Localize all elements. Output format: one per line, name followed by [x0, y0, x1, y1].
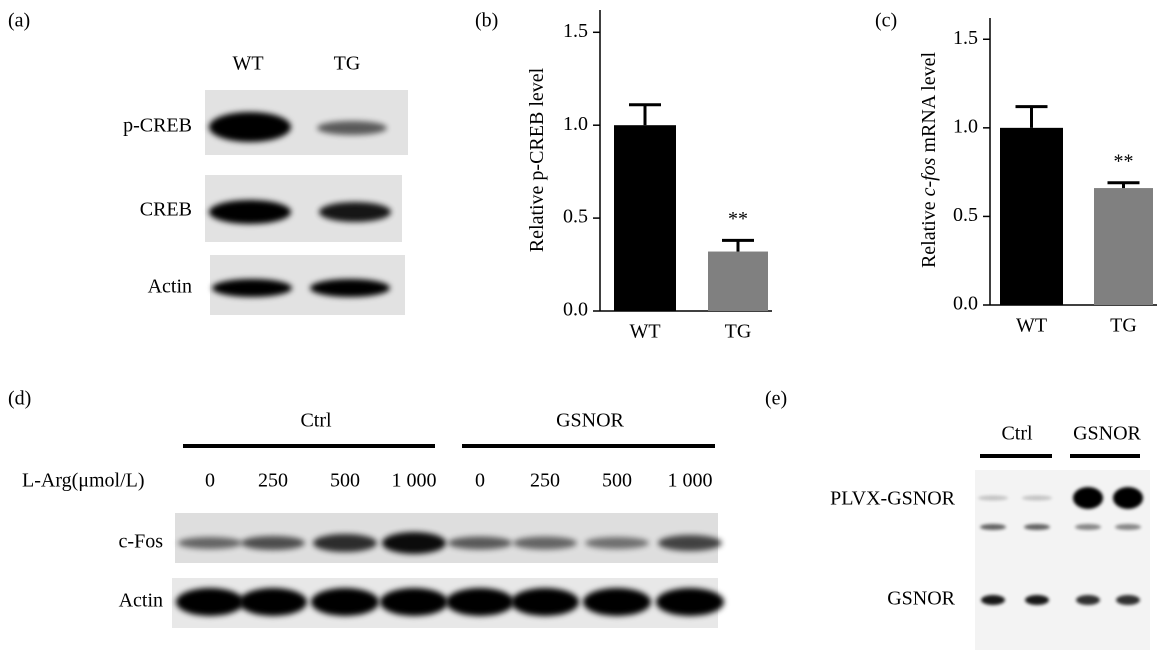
blot-band [241, 536, 305, 550]
row-label: CREB [140, 199, 192, 221]
y-tick-label: 1.0 [953, 115, 978, 137]
dose-value: 250 [258, 470, 288, 492]
bar [614, 125, 676, 311]
dose-value: 500 [330, 470, 360, 492]
blot-band [513, 536, 577, 550]
dose-value: 500 [602, 470, 632, 492]
dose-value: 0 [205, 470, 215, 492]
lane-label: WT [232, 53, 263, 75]
bar [1094, 188, 1153, 305]
row-label: c-Fos [119, 531, 164, 553]
blot-band [1024, 524, 1050, 530]
blot-band [313, 534, 377, 552]
blot-band [446, 588, 514, 616]
blot-band [585, 537, 649, 549]
significance-label: ** [1114, 150, 1134, 172]
panel-label: (d) [8, 388, 31, 410]
bar [708, 251, 768, 311]
x-tick-label: WT [1016, 315, 1047, 337]
blot-band [1073, 487, 1103, 509]
panel-label: (b) [475, 10, 498, 32]
y-axis-label-part: mRNA level [918, 52, 940, 158]
blot-band [239, 588, 307, 616]
blot-band [1116, 595, 1140, 605]
group-label: GSNOR [556, 410, 624, 432]
blot-band [176, 588, 244, 616]
blot-band [178, 537, 242, 549]
x-tick-label: TG [1110, 315, 1137, 337]
dose-value: 1 000 [392, 470, 437, 492]
dose-value: 0 [475, 470, 485, 492]
y-tick-label: 1.5 [953, 27, 978, 49]
significance-label: ** [728, 208, 748, 230]
dose-label: L-Arg(μmol/L) [22, 470, 145, 492]
figure-layer: (a) WT TG p-CREB CREB Actin (b) 0.0 0.5 1.0 1.5 Rel… [8, 10, 1157, 650]
blot-band [1022, 495, 1052, 501]
y-tick-label: 1.0 [563, 113, 588, 135]
y-axis-label-part: c-fos [918, 157, 940, 196]
row-label: Actin [119, 590, 163, 612]
blot-band [209, 200, 291, 224]
blot-band [1113, 487, 1143, 509]
lane-label: TG [334, 53, 361, 75]
blot-band [980, 524, 1006, 530]
y-tick-label: 0.5 [563, 206, 588, 228]
y-tick-label: 1.5 [563, 20, 588, 42]
y-axis-label: Relative p-CREB level [526, 67, 548, 252]
blot-band [380, 588, 448, 616]
row-label: PLVX-GSNOR [830, 488, 956, 510]
blot-band [1115, 524, 1141, 530]
blot-band [310, 279, 390, 297]
blot-band [1076, 595, 1100, 605]
y-axis-label-part: Relative [918, 196, 940, 268]
y-tick-label: 0.0 [953, 293, 978, 315]
blot-band [1075, 524, 1101, 530]
y-axis-label-part: Relative p-CREB level [526, 67, 548, 252]
blot-band [978, 495, 1008, 501]
panel-label: (c) [875, 10, 897, 32]
group-label: Ctrl [300, 410, 332, 432]
panel-label: (a) [8, 10, 30, 32]
bar [1000, 127, 1063, 305]
blot-band [583, 588, 651, 616]
dose-value: 250 [530, 470, 560, 492]
blot-band [448, 536, 512, 550]
blot-band [1025, 595, 1049, 605]
blot-band [317, 121, 387, 135]
y-tick-label: 0.5 [953, 204, 978, 226]
blot-band [382, 532, 446, 554]
x-tick-label: WT [629, 321, 660, 343]
y-axis-label: Relative c-fos mRNA level [918, 52, 940, 269]
group-label: GSNOR [1073, 423, 1141, 445]
group-label: Ctrl [1001, 423, 1033, 445]
blot-band [319, 202, 391, 222]
blot-band [981, 595, 1005, 605]
blot-band [209, 112, 291, 142]
blot-band [212, 279, 292, 297]
blot-band [511, 588, 579, 616]
blot-band [658, 535, 722, 551]
blot-band [311, 588, 379, 616]
panel-label: (e) [765, 388, 787, 410]
row-label: p-CREB [123, 115, 192, 137]
row-label: Actin [148, 276, 192, 298]
dose-value: 1 000 [668, 470, 713, 492]
y-tick-label: 0.0 [563, 299, 588, 321]
blot-band [656, 588, 724, 616]
x-tick-label: TG [725, 321, 752, 343]
row-label: GSNOR [887, 588, 955, 610]
